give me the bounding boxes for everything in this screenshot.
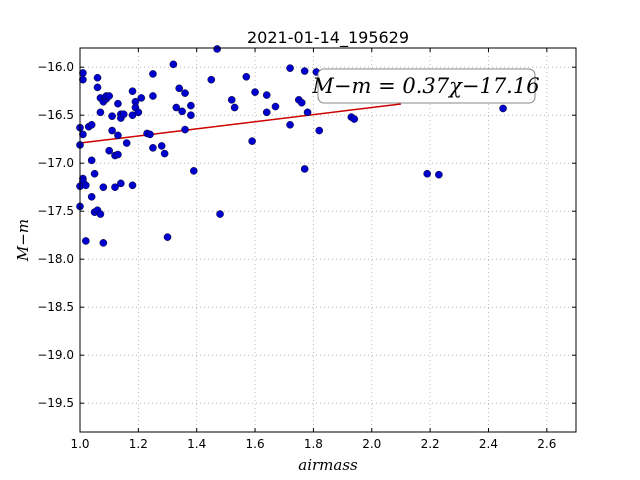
data-point <box>207 75 216 84</box>
y-tick-label: −18.0 <box>37 252 74 266</box>
data-point <box>216 210 224 218</box>
x-tick-label: 2.0 <box>362 437 381 451</box>
data-point <box>262 91 271 99</box>
data-point <box>114 99 122 108</box>
data-point <box>87 121 96 129</box>
data-point <box>96 108 105 117</box>
data-point <box>435 170 443 179</box>
data-point <box>251 88 259 96</box>
y-tick-label: −16.0 <box>37 60 74 74</box>
x-tick-label: 1.8 <box>304 437 323 451</box>
data-point <box>230 103 239 112</box>
data-point <box>157 142 166 150</box>
data-point <box>128 111 137 119</box>
fit-line <box>79 103 402 144</box>
annotation-text: M−m = 0.37χ−17.16 <box>311 74 539 98</box>
fit-annotation: M−m = 0.37χ−17.16 <box>311 68 540 104</box>
data-point <box>114 131 122 140</box>
data-point <box>128 87 137 95</box>
data-point <box>181 89 189 97</box>
data-point <box>82 237 90 245</box>
data-point <box>160 149 169 158</box>
data-point <box>300 165 309 173</box>
fit-line-group <box>79 103 402 144</box>
data-point <box>108 126 116 135</box>
data-point <box>189 167 198 175</box>
data-point <box>242 73 251 81</box>
data-point <box>499 104 507 113</box>
x-tick-label: 2.4 <box>479 437 498 451</box>
data-point <box>423 169 432 178</box>
y-tick-label: −19.0 <box>37 348 74 362</box>
data-point <box>93 83 102 92</box>
x-tick-label: 2.6 <box>537 437 556 451</box>
data-point <box>87 192 96 201</box>
data-point <box>105 146 113 155</box>
y-tick-label: −19.5 <box>37 396 74 410</box>
x-axis-label: airmass <box>298 456 358 474</box>
data-point <box>119 110 128 119</box>
y-axis-label: M−m <box>14 219 32 262</box>
data-point <box>248 137 256 145</box>
data-point <box>114 150 122 159</box>
data-point <box>99 239 108 247</box>
data-point <box>172 103 181 112</box>
data-point <box>227 96 236 104</box>
data-point <box>111 183 119 191</box>
x-tick-label: 1.2 <box>129 437 148 451</box>
data-point <box>297 98 306 107</box>
x-tick-label: 2.2 <box>421 437 440 451</box>
grid-lines <box>79 48 576 432</box>
data-point <box>163 233 172 241</box>
data-point <box>303 108 312 117</box>
data-point <box>93 73 102 82</box>
annotation-box <box>317 68 536 104</box>
data-point <box>213 45 221 53</box>
y-tick-label: −18.5 <box>37 300 74 314</box>
data-point <box>108 112 116 120</box>
data-point <box>96 210 105 218</box>
data-point <box>105 92 113 100</box>
data-point <box>271 102 280 111</box>
data-point <box>300 67 309 75</box>
chart-title: 2021-01-14_195629 <box>247 28 409 48</box>
data-point <box>90 169 99 178</box>
data-point <box>315 126 324 135</box>
y-tick-label: −17.0 <box>37 156 74 170</box>
x-tick-label: 1.0 <box>70 437 89 451</box>
x-tick-label: 1.6 <box>246 437 265 451</box>
axis-ticks: 1.0 1.2 1.4 1.6 1.8 2.0 2.2 2.4 2.6 −16.0 −16.5 −17… <box>37 48 576 451</box>
data-point <box>149 144 157 152</box>
data-point <box>286 121 294 129</box>
data-point <box>286 64 294 72</box>
data-point <box>117 179 125 188</box>
data-point <box>122 139 131 147</box>
data-points <box>76 45 507 247</box>
data-point <box>350 115 359 123</box>
data-point <box>187 111 195 119</box>
data-point <box>178 107 186 116</box>
data-point <box>149 92 157 100</box>
y-tick-label: −17.5 <box>37 204 74 218</box>
data-point <box>169 60 178 69</box>
data-point <box>181 125 189 134</box>
data-point <box>128 181 137 190</box>
data-point <box>82 181 90 190</box>
data-point <box>87 156 96 165</box>
data-point <box>99 183 108 191</box>
data-point <box>137 94 146 102</box>
data-point <box>79 75 87 84</box>
data-point <box>149 70 157 78</box>
y-tick-label: −16.5 <box>37 108 74 122</box>
data-point <box>187 101 195 110</box>
data-point <box>262 108 271 117</box>
data-point <box>79 130 87 139</box>
data-point <box>175 84 183 93</box>
x-tick-label: 1.4 <box>187 437 206 451</box>
plot-frame <box>79 47 577 433</box>
data-point <box>146 130 154 139</box>
